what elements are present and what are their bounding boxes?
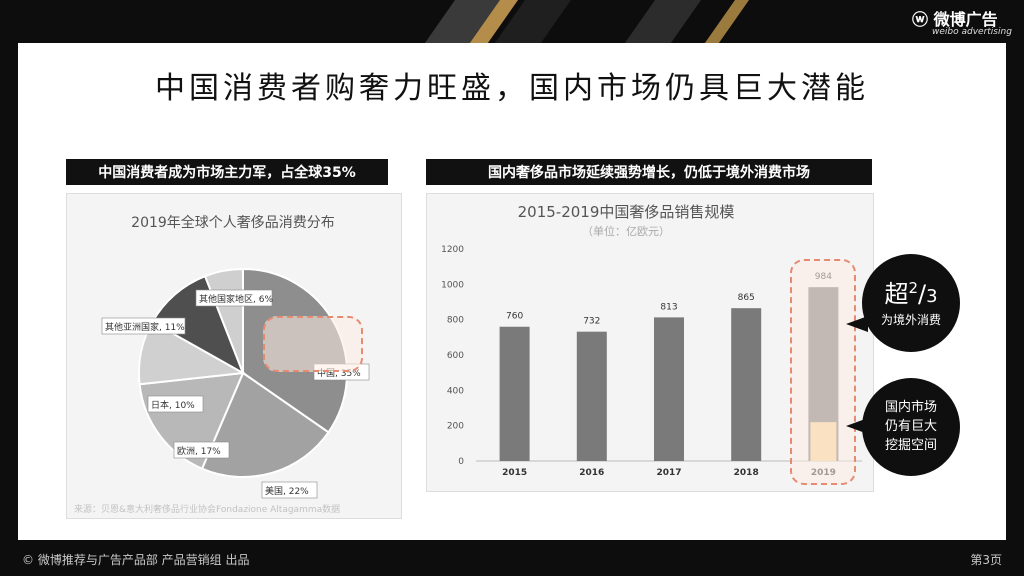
- callout-den: 3: [926, 286, 938, 307]
- bar-y-tick: 0: [458, 457, 464, 467]
- bar-subtitle: （单位：亿欧元）: [582, 224, 670, 238]
- pie-label-box: [261, 481, 318, 499]
- pie-label-box: [147, 395, 204, 413]
- slide-title: 中国消费者购奢力旺盛，国内市场仍具巨大潜能: [155, 71, 869, 106]
- bar-value-label: 760: [506, 312, 523, 322]
- bar-value-label: 732: [583, 317, 600, 327]
- bar-y-tick: 400: [447, 386, 464, 396]
- callout-line: 挖掘空间: [884, 438, 937, 453]
- callout-bubble-potential: 国内市场 仍有巨大 挖掘空间: [862, 378, 960, 476]
- bar-highlight-2019: [790, 259, 856, 485]
- pie-label: 其他国家地区, 6%: [199, 293, 273, 305]
- bar-category-label: 2017: [656, 468, 681, 478]
- pie-slice: [200, 371, 330, 478]
- weibo-icon: ⓦ: [912, 10, 929, 29]
- pie-highlight-china: [263, 316, 363, 372]
- callout-num: 2: [908, 279, 918, 297]
- pie-label: 美国, 22%: [265, 485, 309, 497]
- bar-y-tick: 200: [447, 422, 464, 432]
- footer-credit: © 微博推荐与广告产品部 产品营销组 出品: [22, 553, 250, 567]
- right-banner: 国内奢侈品市场延续强势增长，仍低于境外消费市场: [426, 159, 872, 185]
- bar-y-tick: 1000: [441, 280, 464, 290]
- logo-text-en: weibo advertising: [932, 27, 1012, 37]
- bar: [654, 317, 684, 461]
- pie-label-box: [195, 289, 273, 307]
- weibo-ad-logo: ⓦ 微博广告 weibo advertising: [912, 6, 1012, 37]
- left-banner: 中国消费者成为市场主力军，占全球35%: [66, 159, 388, 185]
- pie-chart: 2019年全球个人奢侈品消费分布 中国, 35%美国, 22%欧洲, 17%日本…: [101, 214, 370, 499]
- pie-label-box: [101, 317, 186, 335]
- bar: [731, 308, 762, 461]
- callout-sub: 为境外消费: [880, 313, 941, 327]
- pie-title: 2019年全球个人奢侈品消费分布: [131, 214, 335, 231]
- callout-pointer: [846, 418, 868, 434]
- callout-big: 超: [884, 280, 909, 308]
- bar-title: 2015-2019中国奢侈品销售规模: [518, 203, 735, 221]
- logo-text-cn: 微博广告: [933, 10, 998, 29]
- pie-label: 日本, 10%: [151, 399, 195, 411]
- callout-line: 国内市场: [884, 400, 937, 415]
- bar-category-label: 2015: [502, 468, 527, 478]
- bar-y-tick: 1200: [441, 245, 464, 255]
- pie-label: 欧洲, 17%: [177, 445, 221, 457]
- callout-line: 仍有巨大: [884, 419, 937, 434]
- bar: [499, 326, 530, 461]
- bar-y-tick: 800: [447, 316, 464, 326]
- slide-card: 中国消费者购奢力旺盛，国内市场仍具巨大潜能 中国消费者成为市场主力军，占全球35…: [18, 43, 1006, 540]
- bar-category-label: 2016: [579, 468, 604, 478]
- page-number: 第3页: [970, 553, 1002, 567]
- pie-label: 其他亚洲国家, 11%: [105, 321, 185, 333]
- bar: [576, 331, 607, 461]
- bar-category-label: 2018: [734, 468, 759, 478]
- bar-value-label: 865: [738, 293, 755, 303]
- bar-y-tick: 600: [447, 351, 464, 361]
- pie-label-box: [173, 441, 230, 459]
- bar-value-label: 813: [660, 302, 677, 312]
- callout-bubble-two-thirds: 超2/3 为境外消费: [862, 254, 960, 352]
- source-note: 来源：贝恩&意大利奢侈品行业协会Fondazione Altagamma数据: [74, 505, 341, 515]
- callout-pointer: [846, 316, 868, 332]
